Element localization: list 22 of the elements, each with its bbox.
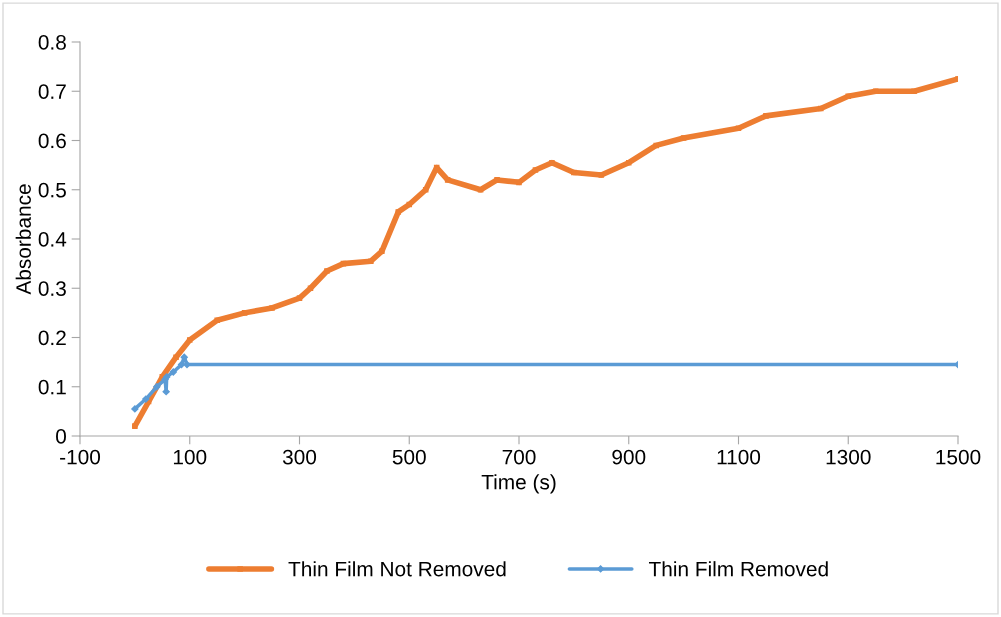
y-tick-label: 0.5 xyxy=(38,182,66,198)
y-tick-label: 0.3 xyxy=(38,281,66,296)
x-tick-label: -100 xyxy=(60,449,101,465)
x-tick-label: 700 xyxy=(502,449,536,465)
y-tick-label: 0.1 xyxy=(38,379,66,395)
legend-label: Thin Film Not Removed xyxy=(288,561,506,577)
x-tick-label: 500 xyxy=(392,449,426,465)
y-axis-title: Absorbance xyxy=(15,184,31,295)
y-tick-label: 0 xyxy=(56,429,66,444)
x-tick-label: 1100 xyxy=(717,449,761,465)
y-tick-label: 0.4 xyxy=(38,232,67,247)
y-tick-label: 0.8 xyxy=(38,35,66,50)
x-tick-label: 100 xyxy=(173,449,207,465)
legend-label: Thin Film Removed xyxy=(648,561,828,577)
x-tick-label: 300 xyxy=(282,449,317,465)
x-axis-title: Time (s) xyxy=(481,474,556,494)
x-tick-label: 1300 xyxy=(826,449,871,465)
y-tick-label: 0.7 xyxy=(38,84,66,99)
y-tick-label: 0.2 xyxy=(38,330,66,346)
y-tick-label: 0.6 xyxy=(38,133,66,149)
x-tick-label: 1500 xyxy=(936,449,981,465)
x-tick-label: 900 xyxy=(612,449,646,465)
